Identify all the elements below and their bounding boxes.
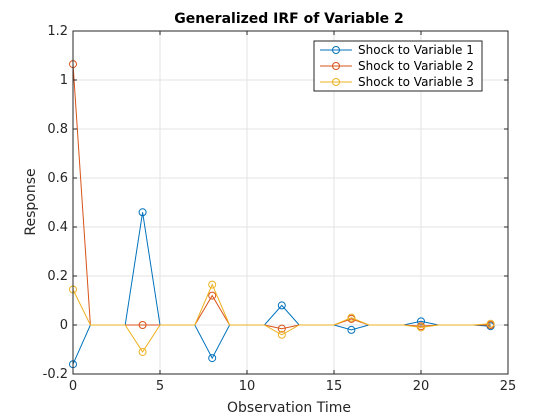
legend-item: Shock to Variable 3 — [320, 75, 474, 89]
legend-label: Shock to Variable 1 — [358, 43, 474, 57]
series-line — [72, 283, 491, 353]
legend-item: Shock to Variable 2 — [320, 59, 474, 73]
x-tick-label: 20 — [413, 379, 430, 394]
data-point — [486, 319, 495, 328]
y-tick-label: 0 — [60, 318, 68, 333]
y-tick-label: 1.2 — [47, 24, 68, 39]
y-tick-label: 1 — [60, 73, 68, 88]
x-tick-label: 10 — [239, 379, 256, 394]
legend: Shock to Variable 1 Shock to Variable 2 Sh… — [313, 40, 483, 92]
data-point — [208, 280, 217, 289]
legend-item: Shock to Variable 1 — [320, 43, 474, 57]
y-tick-label: 0.2 — [47, 269, 68, 284]
y-tick-label: 0.4 — [47, 220, 68, 235]
data-point — [417, 323, 425, 332]
series-3 — [69, 280, 495, 356]
y-axis-label: Response — [23, 168, 39, 235]
chart-title: Generalized IRF of Variable 2 — [174, 11, 404, 27]
x-tick-label: 15 — [326, 379, 343, 394]
data-point — [138, 208, 147, 217]
legend-label: Shock to Variable 2 — [358, 59, 474, 73]
data-point — [208, 354, 217, 363]
data-point — [417, 317, 425, 326]
legend-marker — [332, 46, 340, 54]
series-group — [69, 60, 495, 369]
y-tick-label: -0.2 — [43, 367, 68, 382]
data-point — [138, 321, 147, 329]
y-tick-label: 0.8 — [47, 122, 68, 137]
data-point — [277, 301, 286, 310]
series-line — [72, 212, 491, 365]
series-line — [72, 64, 491, 330]
x-tick-label: 25 — [500, 379, 517, 394]
x-tick-label: 5 — [156, 379, 164, 394]
plot-frame — [72, 30, 509, 375]
y-tick-label: 0.6 — [47, 171, 68, 186]
x-axis-label: Observation Time — [227, 400, 351, 416]
data-point — [277, 330, 286, 339]
data-point — [347, 325, 356, 334]
data-point — [347, 313, 356, 322]
data-point — [138, 347, 147, 356]
legend-marker — [332, 62, 340, 70]
legend-marker — [332, 78, 340, 86]
x-tick-label: 0 — [69, 379, 77, 394]
legend-label: Shock to Variable 3 — [358, 75, 474, 89]
data-point — [277, 324, 286, 333]
data-point — [208, 291, 217, 300]
tick-group: 0 5 10 15 20 25-0.200.20.40.60.811.2 — [43, 24, 517, 394]
